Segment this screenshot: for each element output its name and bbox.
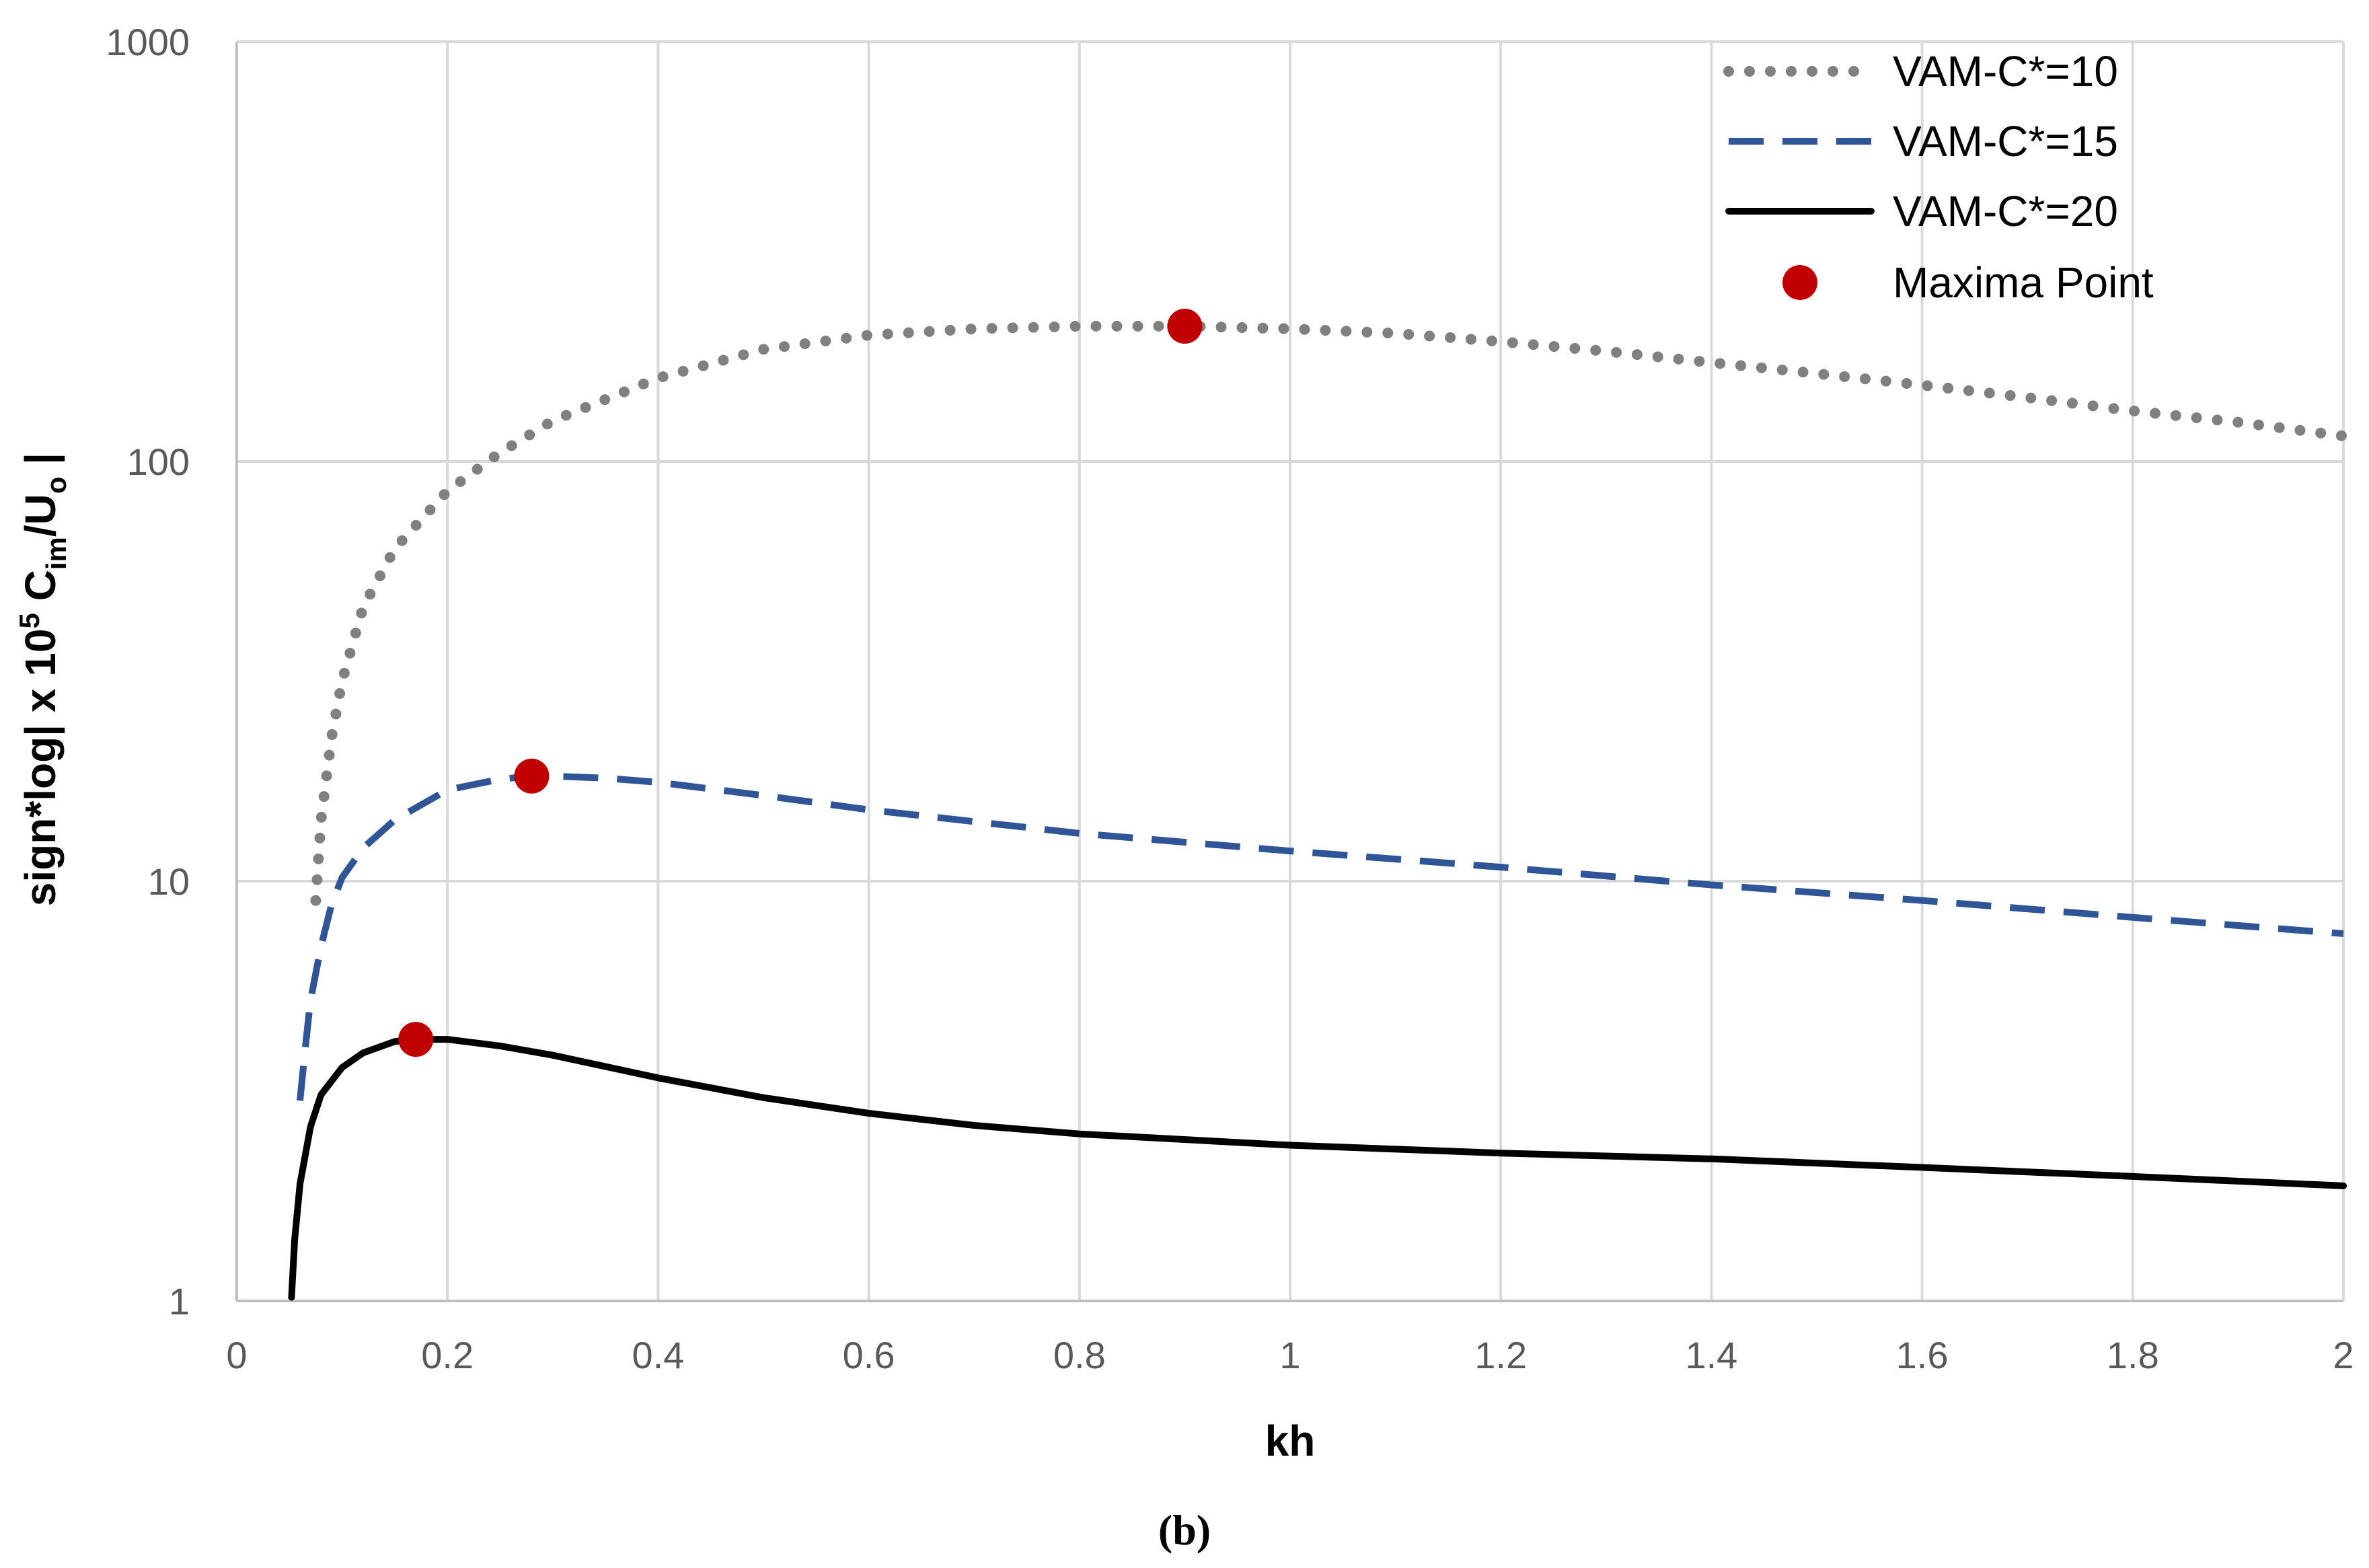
y-tick-label: 1 bbox=[169, 1280, 190, 1322]
maxima-point bbox=[1167, 308, 1203, 344]
x-tick-label: 0 bbox=[226, 1334, 247, 1376]
y-axis-title-sup: 5 bbox=[13, 613, 45, 628]
figure-caption: (b) bbox=[1158, 1506, 1211, 1554]
x-tick-label: 0.8 bbox=[1053, 1334, 1106, 1376]
axes bbox=[235, 42, 2343, 1302]
y-axis-title-slash-u: /U bbox=[16, 494, 65, 537]
x-tick-label: 1.4 bbox=[1685, 1334, 1737, 1376]
x-axis-title: kh bbox=[1265, 1417, 1316, 1465]
y-axis-title: sign*log| x 105 Cim/Uo | bbox=[13, 453, 72, 906]
legend-swatch-maxima bbox=[1782, 265, 1817, 300]
tick-labels: 0 0.2 0.4 0.6 0.8 1 1.2 1.4 1.6 1.8 2 1 10 100 1000 bbox=[106, 21, 2354, 1376]
maxima-point bbox=[398, 1022, 434, 1057]
legend-label: VAM-C*=20 bbox=[1893, 187, 2118, 235]
x-tick-label: 0.4 bbox=[632, 1334, 684, 1376]
maxima-point bbox=[514, 758, 550, 794]
x-tick-label: 1.6 bbox=[1896, 1334, 1949, 1376]
y-tick-label: 100 bbox=[127, 441, 190, 483]
y-axis-title-main: sign*log| x 10 bbox=[16, 629, 65, 907]
x-tick-label: 0.6 bbox=[843, 1334, 895, 1376]
y-tick-label: 1000 bbox=[106, 21, 190, 63]
series-group bbox=[288, 320, 2349, 1301]
x-tick-label: 1.2 bbox=[1474, 1334, 1527, 1376]
y-axis-title-mid: C bbox=[16, 570, 65, 613]
y-axis-title-tail: | bbox=[16, 453, 65, 477]
x-tick-label: 0.2 bbox=[421, 1334, 474, 1376]
legend-label: VAM-C*=15 bbox=[1893, 117, 2118, 165]
x-tick-label: 2 bbox=[2333, 1334, 2354, 1376]
x-tick-label: 1.8 bbox=[2107, 1334, 2159, 1376]
series-line-vam-c-15 bbox=[297, 772, 2344, 1101]
maxima-points bbox=[398, 308, 1203, 1057]
series-line-vam-c-20 bbox=[288, 1036, 2347, 1301]
y-axis-title-sub-o: o bbox=[40, 476, 72, 494]
grid bbox=[237, 40, 2345, 1301]
x-tick-label: 1 bbox=[1279, 1334, 1300, 1376]
legend: VAM-C*=10 VAM-C*=15 VAM-C*=20 Maxima Point bbox=[1723, 47, 2154, 307]
y-axis-title-sub-im: im bbox=[40, 537, 72, 570]
y-tick-label: 10 bbox=[148, 860, 190, 903]
legend-label: VAM-C*=10 bbox=[1893, 47, 2118, 96]
legend-label: Maxima Point bbox=[1893, 258, 2154, 307]
series-line-vam-c-10 bbox=[310, 320, 2349, 906]
